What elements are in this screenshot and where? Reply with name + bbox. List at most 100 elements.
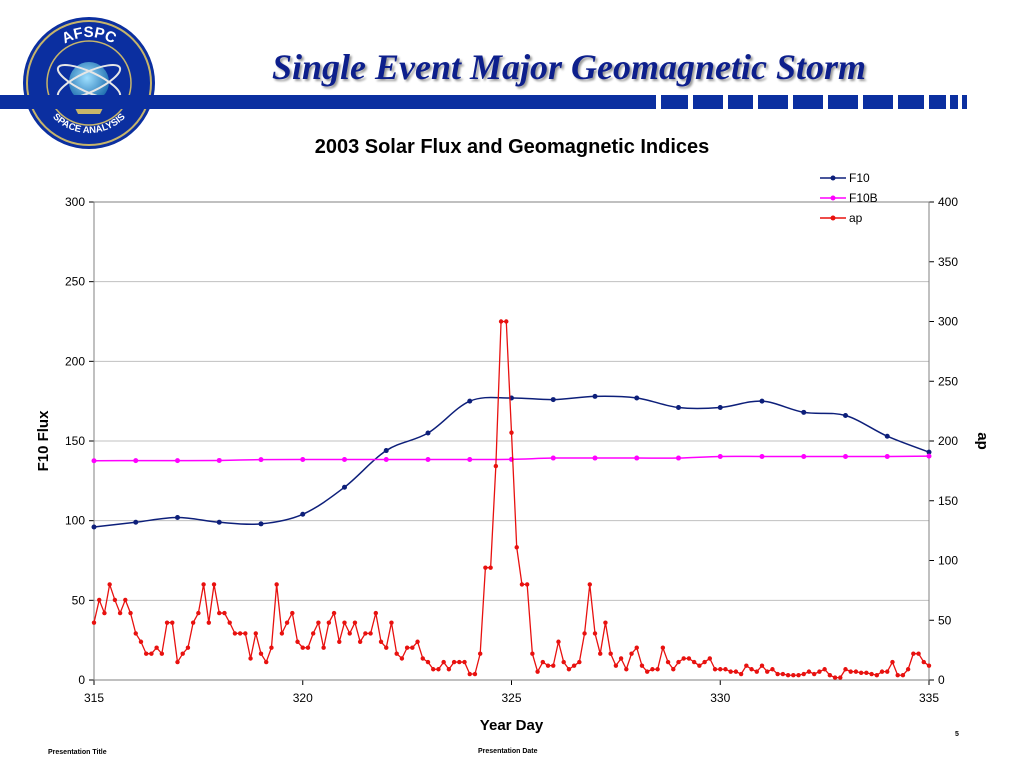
- data-point-ap: [827, 673, 833, 678]
- data-point-f10: [467, 398, 473, 404]
- data-point-ap: [264, 659, 269, 665]
- footer-presentation-date: Presentation Date: [478, 748, 538, 755]
- y2-tick-label: 0: [938, 673, 945, 687]
- footer-presentation-title: Presentation Title: [48, 749, 107, 756]
- data-point-ap: [582, 631, 587, 636]
- data-point-ap: [441, 659, 446, 665]
- legend-label-f10b: F10B: [849, 191, 878, 205]
- legend-label-ap: ap: [849, 211, 863, 225]
- data-point-ap: [639, 663, 645, 668]
- data-point-ap: [117, 610, 123, 616]
- y2-tick-label: 400: [938, 195, 958, 209]
- data-point-ap: [436, 667, 441, 672]
- y2-axis-label: ap: [974, 432, 991, 450]
- data-point-ap: [838, 675, 843, 680]
- data-point-ap: [431, 667, 436, 672]
- data-point-f10b: [801, 453, 807, 459]
- x-tick-label: 330: [710, 691, 730, 705]
- data-point-f10b: [300, 456, 306, 462]
- data-point-ap: [378, 639, 384, 644]
- x-axis-label: Year Day: [480, 717, 544, 734]
- data-point-ap: [504, 319, 509, 324]
- legend-marker-ap: [830, 215, 836, 221]
- data-point-ap: [284, 620, 290, 625]
- data-point-ap: [175, 659, 180, 665]
- data-point-ap: [655, 667, 660, 672]
- y2-tick-label: 100: [938, 554, 958, 568]
- data-point-f10b: [717, 453, 723, 459]
- header-bar-segment: [793, 95, 823, 109]
- data-point-ap: [483, 565, 488, 570]
- data-point-f10: [676, 405, 681, 411]
- data-point-f10b: [759, 453, 765, 459]
- data-point-ap: [112, 597, 118, 603]
- data-point-ap: [691, 659, 697, 665]
- data-point-ap: [551, 663, 556, 668]
- data-point-ap: [170, 620, 175, 625]
- y-tick-label: 0: [78, 673, 85, 687]
- data-point-ap: [404, 645, 410, 650]
- data-point-ap: [770, 667, 775, 672]
- svg-text:AFSPC: AFSPC: [59, 24, 119, 47]
- data-point-ap: [91, 620, 97, 625]
- data-point-ap: [316, 620, 321, 625]
- header-bar-segment: [693, 95, 723, 109]
- y2-tick-label: 300: [938, 315, 958, 329]
- data-point-ap: [514, 545, 519, 550]
- data-point-ap: [457, 659, 462, 665]
- data-point-ap: [524, 582, 530, 587]
- data-point-ap: [712, 667, 718, 672]
- data-point-ap: [472, 671, 478, 677]
- series-line-ap: [93, 320, 930, 679]
- data-point-ap: [164, 620, 170, 625]
- y-tick-label: 250: [65, 275, 85, 289]
- data-point-f10b: [258, 457, 264, 463]
- data-point-f10: [300, 511, 306, 517]
- data-point-ap: [864, 670, 869, 676]
- data-point-ap: [253, 631, 258, 636]
- data-point-f10: [133, 519, 139, 525]
- data-point-f10b: [425, 456, 431, 462]
- data-point-ap: [248, 656, 253, 661]
- data-point-ap: [676, 659, 681, 665]
- data-point-ap: [592, 631, 598, 636]
- data-point-ap: [895, 673, 900, 678]
- data-point-ap: [843, 667, 848, 672]
- data-point-ap: [629, 651, 634, 656]
- data-point-ap: [613, 663, 619, 668]
- data-point-ap: [686, 656, 692, 661]
- data-point-ap: [342, 620, 347, 625]
- data-point-ap: [357, 639, 363, 644]
- data-point-ap: [97, 597, 102, 603]
- data-point-ap: [587, 582, 592, 587]
- chart-title: 2003 Solar Flux and Geomagnetic Indices: [314, 136, 710, 158]
- data-point-ap: [879, 669, 885, 674]
- header-bar-segment: [962, 95, 967, 109]
- header-bar-segment: [728, 95, 753, 109]
- data-point-ap: [905, 667, 911, 672]
- data-point-f10: [717, 405, 723, 411]
- data-point-ap: [916, 651, 921, 656]
- data-point-ap: [138, 639, 144, 644]
- data-point-ap: [634, 645, 639, 650]
- data-point-ap: [509, 430, 514, 435]
- data-point-ap: [196, 610, 201, 616]
- data-point-ap: [853, 669, 859, 674]
- x-tick-label: 315: [84, 691, 104, 705]
- data-point-ap: [394, 651, 399, 656]
- data-point-ap: [180, 651, 185, 656]
- y-tick-label: 200: [65, 354, 85, 368]
- data-point-ap: [107, 582, 112, 587]
- data-point-ap: [237, 631, 243, 636]
- header-bar-segment: [929, 95, 946, 109]
- y2-tick-label: 50: [938, 613, 952, 627]
- data-point-ap: [159, 651, 165, 656]
- data-point-ap: [227, 620, 232, 625]
- data-point-f10: [91, 524, 97, 530]
- data-point-ap: [133, 631, 138, 636]
- data-point-ap: [660, 645, 666, 650]
- data-point-ap: [337, 639, 342, 644]
- data-point-f10: [342, 484, 347, 490]
- data-point-ap: [785, 673, 791, 678]
